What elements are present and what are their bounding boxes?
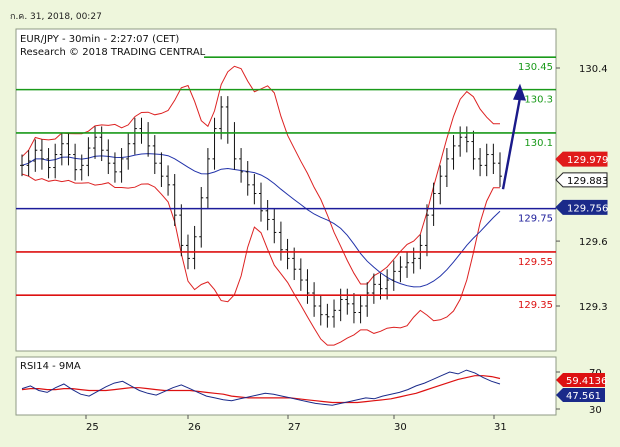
x-tick-label: 31 xyxy=(494,422,507,433)
level-label: 130.45 xyxy=(518,62,553,73)
rsi-tick-label: 30 xyxy=(589,405,602,416)
price-bars xyxy=(20,96,502,328)
price-tags: 129.979 129.883 129.756 xyxy=(555,151,608,215)
forecast-arrow-shaft xyxy=(501,97,522,190)
price-tag xyxy=(555,172,608,188)
price-tag-label: 129.883 xyxy=(567,176,608,187)
price-tag xyxy=(555,151,608,167)
x-tick-label: 30 xyxy=(394,422,407,433)
level-label: 129.35 xyxy=(518,300,553,311)
y-tick-label: 130.4 xyxy=(579,64,608,75)
bollinger-lower-line xyxy=(21,173,500,346)
rsi-line xyxy=(21,369,501,406)
x-tick-label: 27 xyxy=(288,422,301,433)
rsi-value-tag xyxy=(556,373,605,387)
rsi-title: RSI14 - 9MA xyxy=(20,361,81,372)
price-tag xyxy=(555,199,608,215)
x-tick-label: 26 xyxy=(188,422,201,433)
level-label: 130.1 xyxy=(524,138,553,149)
y-tick-label: 129.6 xyxy=(579,237,608,248)
forecast-arrow xyxy=(501,83,526,190)
price-tag-label: 129.979 xyxy=(567,155,608,166)
level-label: 130.3 xyxy=(524,95,553,106)
source-line: Research © 2018 TRADING CENTRAL xyxy=(20,47,206,58)
y-axis: 130.4 129.6 129.3 xyxy=(556,64,608,313)
symbol-line: EUR/JPY - 30min - 2:27:07 (CET) xyxy=(20,34,179,45)
price-tag-label: 129.756 xyxy=(567,203,608,214)
x-axis: 25 26 27 30 31 xyxy=(85,415,507,433)
price-panel xyxy=(15,28,557,352)
level-label: 129.75 xyxy=(518,214,553,225)
rsi-panel xyxy=(15,356,557,416)
rsi-ma-line xyxy=(21,375,501,404)
horizontal-levels: 130.45 130.3 130.1 129.75 129.55 129.35 xyxy=(16,56,556,311)
rsi-value-tag-label: 59.4136 xyxy=(566,376,607,387)
rsi-ma-value-tag xyxy=(556,388,605,402)
rsi-ma-value-tag-label: 47.561 xyxy=(566,391,601,402)
y-tick-label: 129.3 xyxy=(579,302,608,313)
forecast-arrow-head xyxy=(513,83,526,101)
x-tick-label: 25 xyxy=(86,422,99,433)
timestamp: ก.ค. 31, 2018, 00:27 xyxy=(10,12,102,22)
level-label: 129.55 xyxy=(518,257,553,268)
